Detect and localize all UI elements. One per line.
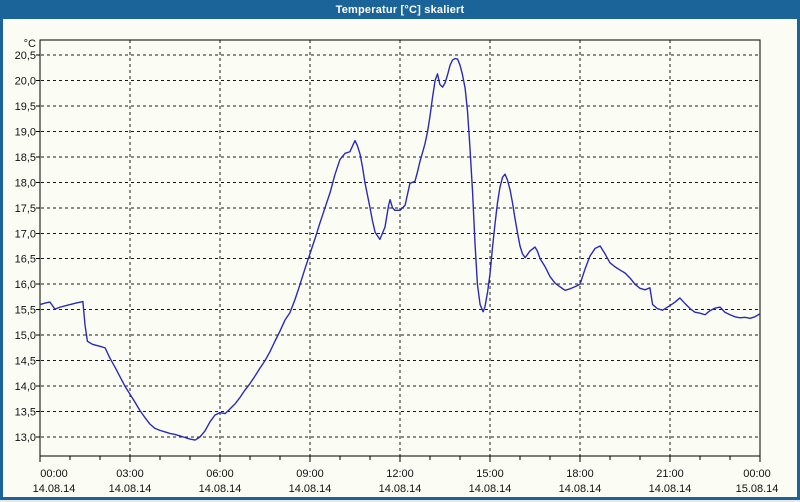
x-axis-date-label: 14.08.14 xyxy=(559,483,602,495)
x-axis-date-label: 14.08.14 xyxy=(469,483,512,495)
y-axis-label: 14,0 xyxy=(15,381,36,393)
y-axis-label: 14,5 xyxy=(15,356,36,368)
y-axis-label: 16,0 xyxy=(15,279,36,291)
y-axis-label: 13,5 xyxy=(15,407,36,419)
y-axis-label: 19,0 xyxy=(15,126,36,138)
y-axis-label: 19,5 xyxy=(15,101,36,113)
y-axis-label: 13,0 xyxy=(15,432,36,444)
chart-content: 20,5 20,0 19,5 19,0 18,5 18,0 17,5 17,0 16,5 16,0… xyxy=(3,19,797,497)
x-axis-time-label: 15:00 xyxy=(476,468,504,480)
titlebar[interactable]: Temperatur [°C] skaliert xyxy=(0,0,800,19)
x-axis-time-label: 18:00 xyxy=(566,468,594,480)
x-axis-time-label: 00:00 xyxy=(743,468,771,480)
y-axis-label: 20,0 xyxy=(15,75,36,87)
y-axis-label: 15,5 xyxy=(15,305,36,317)
y-axis-label: 17,5 xyxy=(15,203,36,215)
y-axis-label: 15,0 xyxy=(15,330,36,342)
x-axis-time-label: 21:00 xyxy=(656,468,684,480)
y-axis-label: 16,5 xyxy=(15,254,36,266)
x-axis-date-label: 14.08.14 xyxy=(379,483,422,495)
x-axis-date-label: 14.08.14 xyxy=(33,483,76,495)
temperature-curve xyxy=(39,57,761,441)
y-axis-label: 20,5 xyxy=(15,50,36,62)
window-title: Temperatur [°C] skaliert xyxy=(335,3,465,16)
y-axis-label: 17,0 xyxy=(15,228,36,240)
x-axis-date-label: 14.08.14 xyxy=(289,483,332,495)
temperature-chart: 20,5 20,0 19,5 19,0 18,5 18,0 17,5 17,0 16,5 16,0… xyxy=(15,38,779,495)
x-axis-date-label: 14.08.14 xyxy=(199,483,242,495)
x-axis-time-label: 06:00 xyxy=(206,468,234,480)
x-axis-time-label: 09:00 xyxy=(296,468,324,480)
x-axis-date-label: 15.08.14 xyxy=(736,483,779,495)
x-axis-date-label: 14.08.14 xyxy=(649,483,692,495)
y-axis-label: 18,0 xyxy=(15,177,36,189)
y-axis-unit-label: °C xyxy=(24,38,36,50)
x-axis-time-label: 03:00 xyxy=(116,468,144,480)
x-axis-time-label: 00:00 xyxy=(40,468,68,480)
y-axis-label: 18,5 xyxy=(15,152,36,164)
x-axis-date-label: 14.08.14 xyxy=(109,483,152,495)
x-axis-time-label: 12:00 xyxy=(386,468,414,480)
